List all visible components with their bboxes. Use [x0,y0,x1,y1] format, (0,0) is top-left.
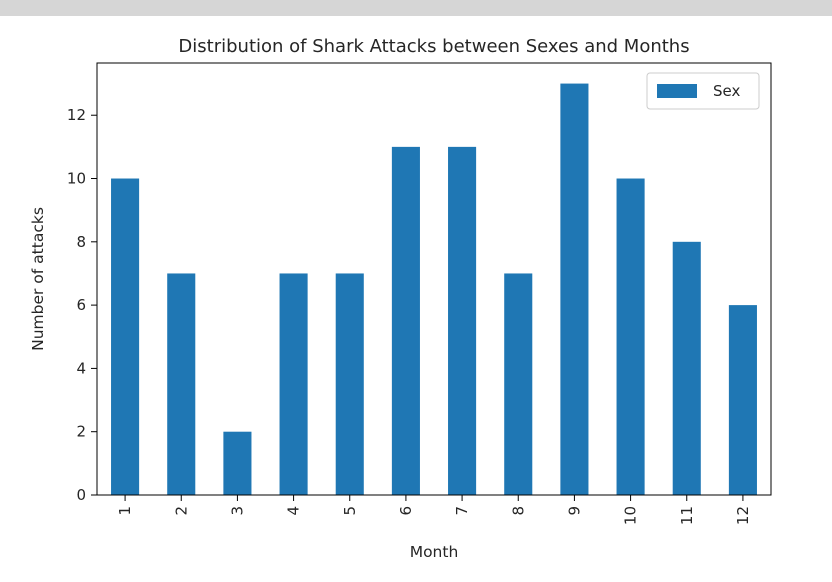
y-tick-label: 8 [76,233,86,251]
legend-label: Sex [713,82,740,100]
bar-9 [560,83,589,495]
x-tick-label: 8 [509,506,527,516]
x-tick-label: 1 [116,506,134,516]
bar-7 [448,146,477,495]
bar-3 [223,431,252,495]
chart-title: Distribution of Shark Attacks between Se… [178,36,689,57]
x-tick-label: 10 [622,506,640,525]
x-tick-label: 3 [228,506,246,516]
legend: Sex [646,72,760,110]
x-tick-label: 12 [734,506,752,525]
bar-4 [279,273,308,495]
window-top-band [0,0,832,16]
y-tick-label: 10 [67,170,86,188]
x-tick-label: 7 [453,506,471,516]
y-tick-label: 4 [76,359,86,377]
x-tick-label: 4 [285,506,303,516]
x-tick-label: 6 [397,506,415,516]
bar-11 [672,241,701,495]
y-axis-label: Number of attacks [29,207,47,351]
legend-frame [646,72,760,110]
bar-2 [167,273,196,495]
y-axis: 0 2 4 6 8 10 12 [67,106,97,504]
x-tick-label: 5 [341,506,359,516]
x-tick-label: 11 [678,506,696,525]
y-tick-label: 6 [76,296,86,314]
bar-5 [335,273,364,495]
x-axis-label: Month [410,543,459,561]
bar-1 [111,178,140,495]
y-tick-label: 12 [67,106,86,124]
x-tick-label: 2 [172,506,190,516]
bar-8 [504,273,533,495]
bar-12 [728,305,757,495]
plot-frame [96,62,772,496]
bars-group [111,83,757,495]
x-tick-label: 9 [565,506,583,516]
bar-10 [616,178,645,495]
legend-swatch [657,84,697,98]
y-tick-label: 2 [76,423,86,441]
bar-6 [391,146,420,495]
x-axis: 1 2 3 4 5 6 7 8 9 10 11 12 [116,495,752,525]
y-tick-label: 0 [76,486,86,504]
